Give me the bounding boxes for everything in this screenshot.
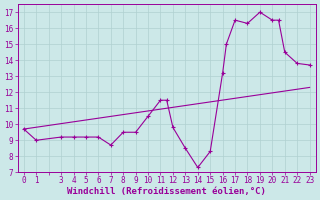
X-axis label: Windchill (Refroidissement éolien,°C): Windchill (Refroidissement éolien,°C) (67, 187, 266, 196)
